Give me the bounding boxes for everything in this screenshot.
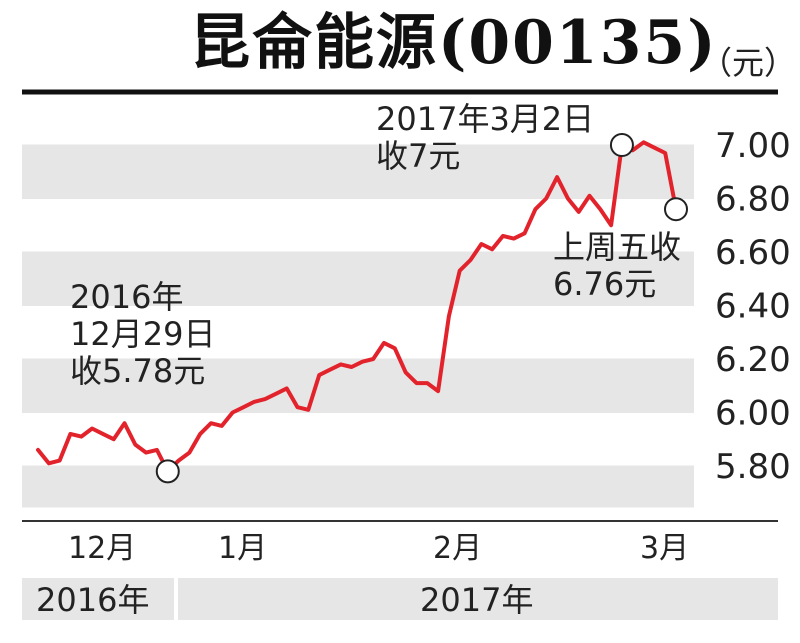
chart-title: 昆侖能源(00135) <box>190 8 718 78</box>
grid-band <box>22 358 694 413</box>
y-tick-label: 6.80 <box>715 180 791 220</box>
year-band: 2016年 2017年 <box>22 578 778 620</box>
x-axis-months: 12月 1月 2月 3月 <box>68 531 689 566</box>
unit-label: （元） <box>700 44 797 82</box>
year-cell-2016 <box>22 578 174 620</box>
x-month-label: 12月 <box>68 531 136 566</box>
y-tick-label: 6.00 <box>715 394 791 434</box>
year-label: 2016年 <box>36 581 149 619</box>
price-series <box>36 140 678 474</box>
year-cell-2017 <box>178 578 778 620</box>
grid-band <box>22 465 694 508</box>
y-tick-label: 6.60 <box>715 233 791 273</box>
x-month-label: 1月 <box>218 531 267 566</box>
price-line <box>36 140 678 474</box>
annotation-line: 12月29日 <box>70 315 215 353</box>
x-month-label: 3月 <box>640 531 689 566</box>
markers <box>155 133 688 484</box>
y-axis-ticks: 7.00 6.80 6.60 6.40 6.20 6.00 5.80 <box>715 126 791 487</box>
annotation-line: 2016年 <box>70 278 183 316</box>
y-tick-label: 6.20 <box>715 340 791 380</box>
y-tick-label: 7.00 <box>715 126 791 166</box>
price-marker <box>609 133 634 157</box>
annotation-line: 收7元 <box>376 137 460 175</box>
year-label: 2017年 <box>420 581 533 619</box>
y-tick-label: 6.40 <box>715 287 791 327</box>
y-tick-label: 5.80 <box>715 447 791 487</box>
annotation-line: 收5.78元 <box>70 352 205 390</box>
annotation-line: 6.76元 <box>553 265 656 303</box>
grid-band <box>22 144 694 199</box>
annotation-line: 上周五收 <box>553 228 681 266</box>
price-marker <box>664 197 688 222</box>
background-bands <box>22 144 694 508</box>
annotation-line: 2017年3月2日 <box>376 100 594 138</box>
grid-band <box>22 251 694 306</box>
price-marker <box>155 459 180 484</box>
x-month-label: 2月 <box>433 531 482 566</box>
